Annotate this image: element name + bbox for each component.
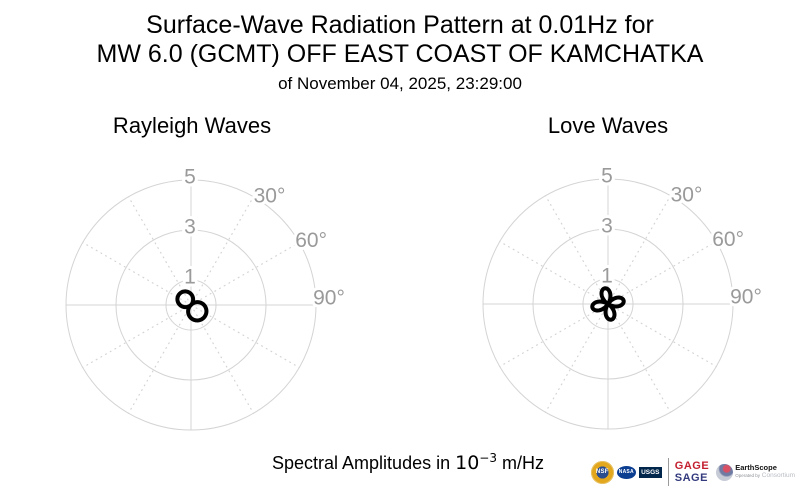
gage-sage-wordmark: GAGE SAGE bbox=[675, 460, 709, 484]
angle-tick-label-90: 90° bbox=[313, 287, 345, 310]
angle-tick-label-30: 30° bbox=[671, 183, 703, 206]
polar-dotted-spoke-60 bbox=[612, 240, 717, 302]
love-polar-plot: 1 3 5 30° 60° 90° bbox=[482, 162, 765, 430]
love-subplot-title: Love Waves bbox=[547, 113, 669, 138]
caption-units-text: m/Hz bbox=[496, 453, 544, 473]
polar-dotted-spoke-150 bbox=[193, 309, 255, 414]
figure-title-line-1: Surface-Wave Radiation Pattern at 0.01Hz… bbox=[146, 11, 654, 39]
rayleigh-polar-plot: 1 3 5 30° 60° 90° bbox=[65, 163, 348, 431]
polar-dotted-spoke-240 bbox=[82, 307, 187, 369]
polar-dotted-spoke-60 bbox=[195, 241, 300, 303]
earthscope-consortium-line: Operated by Consortium bbox=[735, 472, 795, 480]
angle-tick-label-60: 60° bbox=[712, 228, 744, 251]
earthscope-name: EarthScope bbox=[735, 463, 777, 472]
rayleigh-subplot-title: Rayleigh Waves bbox=[112, 113, 272, 138]
radial-tick-label-1: 1 bbox=[184, 266, 196, 289]
radial-tick-label-5: 5 bbox=[601, 165, 613, 188]
caption-base-ten: 10 bbox=[455, 452, 480, 474]
operated-by-text: Operated by bbox=[735, 473, 760, 478]
polar-dotted-spoke-210 bbox=[544, 308, 606, 413]
polar-dotted-spoke-120 bbox=[195, 307, 300, 369]
nasa-logo: NASA bbox=[616, 465, 636, 479]
polar-dotted-spoke-300 bbox=[499, 240, 604, 302]
polar-dotted-spoke-330 bbox=[544, 195, 606, 300]
figure-title-block: Surface-Wave Radiation Pattern at 0.01Hz… bbox=[0, 11, 800, 96]
polar-dotted-spoke-150 bbox=[610, 308, 672, 413]
polar-dotted-spoke-330 bbox=[127, 196, 189, 301]
angle-tick-label-30: 30° bbox=[254, 184, 286, 207]
logo-strip: NSF NASA USGS GAGE SAGE EarthScope Opera… bbox=[590, 457, 795, 487]
earthscope-wordmark: EarthScope Operated by Consortium bbox=[735, 464, 795, 480]
polar-dotted-spoke-30 bbox=[610, 195, 672, 300]
earthscope-logo: EarthScope Operated by Consortium bbox=[716, 463, 795, 481]
nsf-logo-label: NSF bbox=[595, 469, 609, 475]
polar-dotted-spoke-300 bbox=[82, 241, 187, 303]
love-radiation-amplitude-curve bbox=[590, 286, 626, 322]
caption-prefix-text: Spectral Amplitudes in bbox=[272, 453, 456, 473]
figure-title-line-2: MW 6.0 (GCMT) OFF EAST COAST OF KAMCHATK… bbox=[96, 40, 704, 68]
consortium-text: Consortium bbox=[761, 472, 795, 479]
polar-dotted-spoke-30 bbox=[193, 196, 255, 301]
radial-tick-label-5: 5 bbox=[184, 166, 196, 189]
nsf-logo: NSF bbox=[590, 460, 614, 484]
radial-tick-label-3: 3 bbox=[601, 215, 613, 238]
usgs-logo-label: USGS bbox=[641, 468, 660, 476]
polar-dotted-spoke-240 bbox=[499, 306, 604, 368]
caption-exponent: −3 bbox=[479, 451, 497, 465]
nasa-logo-label: NASA bbox=[618, 469, 634, 475]
logo-divider bbox=[667, 458, 669, 486]
radial-tick-label-1: 1 bbox=[601, 265, 613, 288]
rayleigh-radiation-amplitude-curve bbox=[175, 289, 209, 323]
angle-tick-label-60: 60° bbox=[295, 229, 327, 252]
earthscope-globe-icon bbox=[716, 463, 734, 481]
usgs-logo: USGS bbox=[638, 466, 662, 478]
figure-title-line-3: of November 04, 2025, 23:29:00 bbox=[278, 74, 522, 93]
angle-tick-label-90: 90° bbox=[730, 286, 762, 309]
polar-dotted-spoke-210 bbox=[127, 309, 189, 414]
sage-label: SAGE bbox=[674, 472, 708, 484]
gage-label: GAGE bbox=[674, 460, 710, 472]
polar-dotted-spoke-120 bbox=[612, 306, 717, 368]
radial-tick-label-3: 3 bbox=[184, 216, 196, 239]
amplitude-units-caption: Spectral Amplitudes in 10−3 m/Hz bbox=[272, 451, 544, 474]
